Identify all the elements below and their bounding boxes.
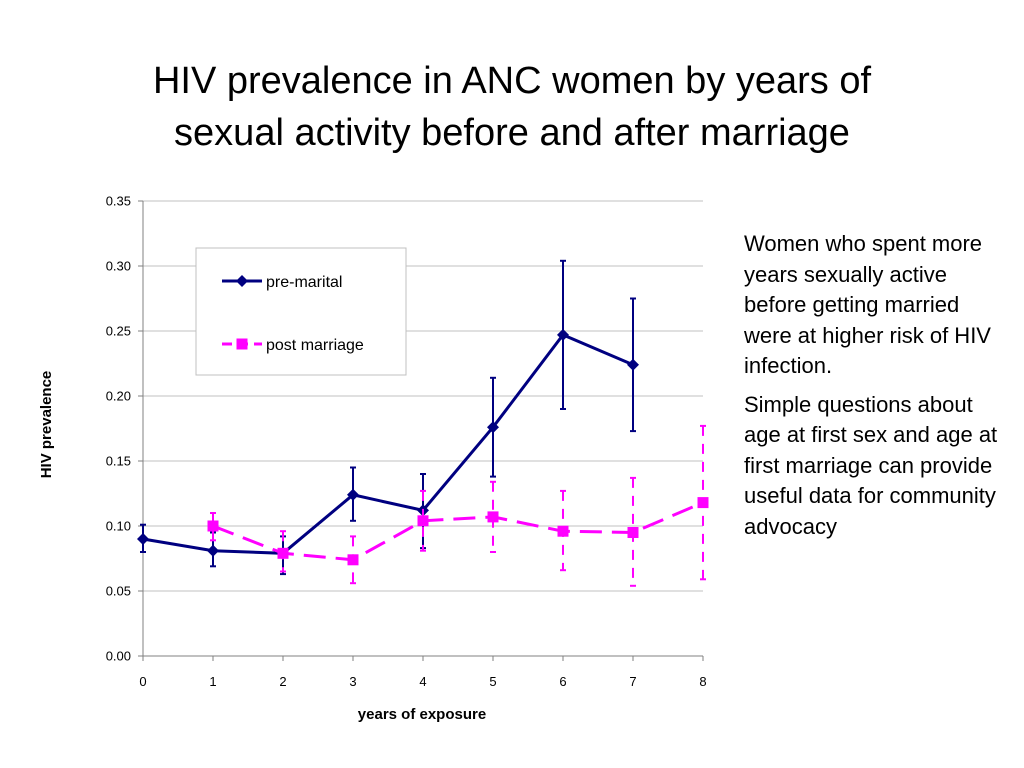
- legend: pre-marital post marriage: [195, 247, 407, 376]
- x-tick-label: 1: [209, 674, 216, 689]
- y-tick-label: 0.00: [106, 649, 131, 664]
- data-point-marker: [487, 421, 499, 434]
- y-tick-label: 0.30: [106, 259, 131, 274]
- data-point-marker: [347, 488, 359, 501]
- x-axis-title: years of exposure: [358, 706, 486, 723]
- note-paragraph-1: Women who spent more years sexually acti…: [744, 231, 991, 378]
- legend-swatch-marker: [236, 275, 248, 287]
- data-point-marker: [627, 527, 639, 538]
- title-line-2: sexual activity before and after marriag…: [174, 112, 850, 154]
- x-tick-label: 0: [139, 674, 146, 689]
- x-tick-label: 4: [419, 674, 426, 689]
- data-point-marker: [557, 525, 569, 537]
- x-tick-label: 5: [489, 674, 496, 689]
- y-tick-label: 0.25: [106, 324, 131, 339]
- notes-text: Women who spent more years sexually acti…: [744, 229, 1004, 550]
- data-point-marker: [557, 328, 569, 341]
- y-tick-label: 0.10: [106, 519, 131, 534]
- y-axis-title: HIV prevalence: [38, 371, 55, 479]
- series-line: [142, 333, 634, 555]
- y-tick-label: 0.05: [106, 584, 131, 599]
- series-line: [212, 501, 704, 562]
- data-point-marker: [487, 511, 499, 523]
- axes: [138, 200, 704, 661]
- data-point-marker: [347, 554, 359, 566]
- data-point-marker: [207, 544, 219, 557]
- x-tick-label: 2: [279, 674, 286, 689]
- y-tick-label: 0.35: [106, 194, 131, 209]
- y-tick-label: 0.15: [106, 454, 131, 469]
- data-point-marker: [627, 358, 639, 371]
- series: [137, 259, 709, 587]
- x-tick-label: 6: [559, 674, 566, 689]
- tick-labels: 0.00 0.05 0.10 0.15 0.20 0.25 0.30 0.35 0 1 2 3 4 5 6 7…: [106, 194, 707, 690]
- title-line-1: HIV prevalence in ANC women by years of: [152, 60, 872, 102]
- x-tick-label: 3: [349, 674, 356, 689]
- data-point-marker: [137, 533, 149, 545]
- data-point-marker: [697, 497, 709, 509]
- x-tick-label: 7: [629, 674, 636, 689]
- y-tick-label: 0.20: [106, 389, 131, 404]
- data-point-marker: [417, 515, 429, 527]
- slide-title: HIV prevalence in ANC women by years of …: [60, 55, 964, 159]
- legend-label: post marriage: [266, 337, 364, 354]
- data-point-marker: [207, 520, 219, 532]
- series-post-marriage: [207, 424, 709, 587]
- data-point-marker: [277, 547, 289, 559]
- x-tick-label: 8: [699, 674, 706, 689]
- legend-box: [195, 247, 407, 376]
- legend-label: pre-marital: [266, 274, 342, 291]
- note-paragraph-2: Simple questions about age at first sex …: [744, 391, 998, 539]
- legend-swatch-marker: [236, 338, 248, 350]
